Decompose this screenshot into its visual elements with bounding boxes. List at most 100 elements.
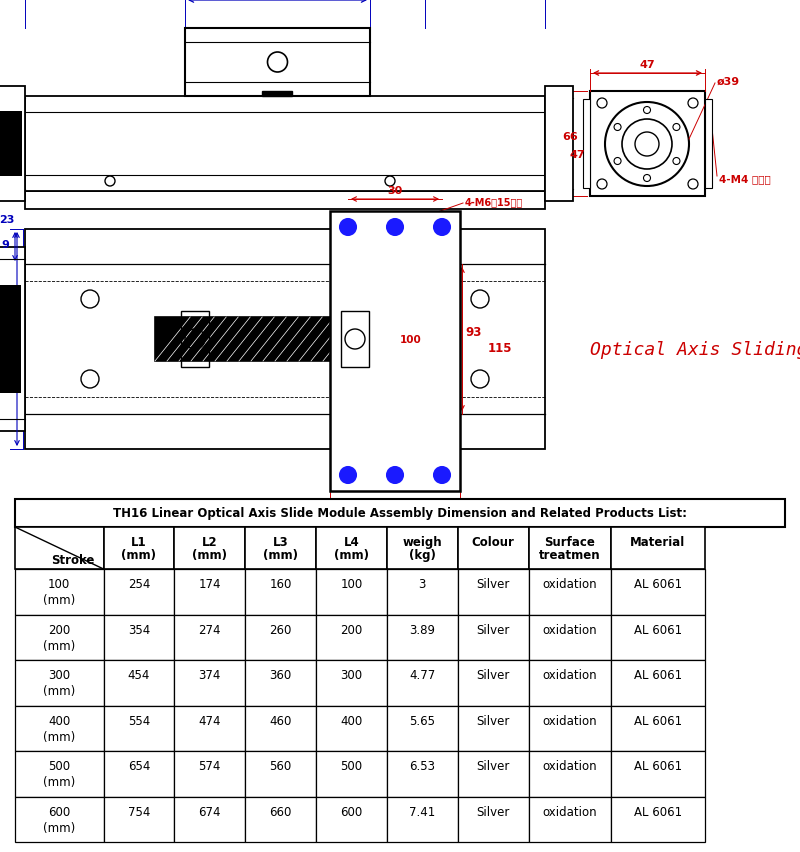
- Text: 400: 400: [48, 714, 70, 727]
- Bar: [15, 797, 103, 842]
- Text: 93: 93: [465, 325, 482, 338]
- Bar: [0, 285, 21, 394]
- Bar: [246, 527, 316, 569]
- Text: 360: 360: [270, 669, 292, 682]
- Bar: [174, 527, 246, 569]
- Bar: [529, 569, 611, 615]
- Bar: [103, 797, 174, 842]
- Bar: [316, 569, 387, 615]
- Text: (mm): (mm): [263, 549, 298, 561]
- Bar: [15, 499, 785, 527]
- Bar: [583, 100, 590, 189]
- Bar: [316, 797, 387, 842]
- Text: 30: 30: [387, 186, 402, 196]
- Text: 274: 274: [198, 623, 221, 636]
- Text: (mm): (mm): [43, 775, 75, 788]
- Bar: [262, 92, 292, 97]
- Bar: [15, 705, 103, 751]
- Bar: [458, 527, 529, 569]
- Bar: [316, 660, 387, 705]
- Text: ø39: ø39: [717, 77, 740, 87]
- Bar: [103, 615, 174, 660]
- Text: 6.53: 6.53: [410, 759, 435, 773]
- Bar: [155, 318, 395, 361]
- Bar: [316, 751, 387, 797]
- Text: oxidation: oxidation: [542, 805, 597, 818]
- Bar: [103, 660, 174, 705]
- Text: 500: 500: [48, 759, 70, 773]
- Text: 47: 47: [570, 149, 585, 159]
- Text: (mm): (mm): [334, 549, 369, 561]
- Bar: [103, 705, 174, 751]
- Bar: [458, 797, 529, 842]
- Text: 3.89: 3.89: [410, 623, 435, 636]
- Bar: [246, 660, 316, 705]
- Text: 674: 674: [198, 805, 221, 818]
- Text: 460: 460: [270, 714, 292, 727]
- Text: oxidation: oxidation: [542, 578, 597, 590]
- Text: AL 6061: AL 6061: [634, 714, 682, 727]
- Bar: [174, 569, 246, 615]
- Bar: [387, 797, 458, 842]
- Circle shape: [387, 468, 403, 483]
- Bar: [387, 751, 458, 797]
- Bar: [181, 312, 209, 367]
- Text: weigh: weigh: [402, 535, 442, 548]
- Bar: [25, 192, 545, 210]
- Text: Surface: Surface: [544, 535, 595, 548]
- Bar: [387, 527, 458, 569]
- Bar: [705, 100, 712, 189]
- Text: L1: L1: [131, 535, 146, 548]
- Text: Silver: Silver: [477, 714, 510, 727]
- Bar: [611, 797, 705, 842]
- Bar: [611, 705, 705, 751]
- Text: 60: 60: [387, 511, 402, 521]
- Text: 474: 474: [198, 714, 221, 727]
- Bar: [316, 527, 387, 569]
- Bar: [316, 615, 387, 660]
- Text: 300: 300: [48, 669, 70, 682]
- Bar: [246, 569, 316, 615]
- Bar: [458, 660, 529, 705]
- Bar: [15, 615, 103, 660]
- Text: AL 6061: AL 6061: [634, 669, 682, 682]
- Text: Silver: Silver: [477, 623, 510, 636]
- Text: treatmen: treatmen: [539, 549, 601, 561]
- Text: 3: 3: [418, 578, 426, 590]
- Bar: [529, 751, 611, 797]
- Bar: [529, 797, 611, 842]
- Text: 560: 560: [270, 759, 292, 773]
- Bar: [330, 212, 460, 492]
- Bar: [0, 112, 22, 177]
- Bar: [545, 87, 573, 202]
- Text: 500: 500: [341, 759, 362, 773]
- Bar: [25, 230, 545, 450]
- Text: 260: 260: [270, 623, 292, 636]
- Bar: [174, 797, 246, 842]
- Text: (mm): (mm): [43, 730, 75, 743]
- Text: 174: 174: [198, 578, 221, 590]
- Text: 160: 160: [270, 578, 292, 590]
- Text: Stroke: Stroke: [51, 554, 94, 567]
- Bar: [611, 615, 705, 660]
- Bar: [174, 615, 246, 660]
- Text: 47: 47: [640, 60, 655, 70]
- Bar: [529, 615, 611, 660]
- Bar: [316, 705, 387, 751]
- Text: Silver: Silver: [477, 759, 510, 773]
- Text: 7.41: 7.41: [410, 805, 435, 818]
- Bar: [387, 660, 458, 705]
- Text: 600: 600: [48, 805, 70, 818]
- Text: 660: 660: [270, 805, 292, 818]
- Text: 754: 754: [128, 805, 150, 818]
- Text: 400: 400: [340, 714, 362, 727]
- Text: AL 6061: AL 6061: [634, 578, 682, 590]
- Bar: [387, 569, 458, 615]
- Text: 100: 100: [48, 578, 70, 590]
- Bar: [103, 569, 174, 615]
- Circle shape: [434, 220, 450, 236]
- Text: The blue hole is the combination hole of the slide table: The blue hole is the combination hole of…: [236, 498, 564, 511]
- Bar: [458, 615, 529, 660]
- Text: 200: 200: [340, 623, 362, 636]
- Text: L3: L3: [273, 535, 289, 548]
